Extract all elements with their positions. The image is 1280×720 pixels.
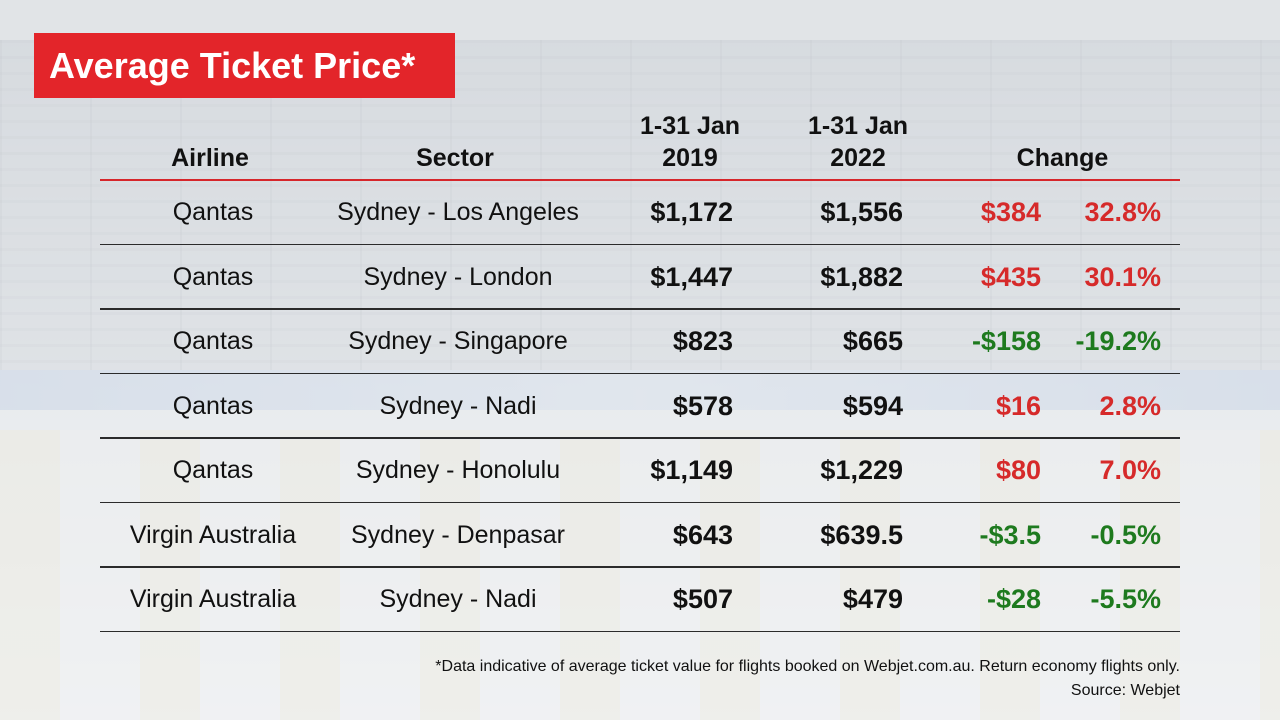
airline-cell: Qantas <box>172 391 254 420</box>
change-amount-cell: $16 <box>995 390 1041 421</box>
change-amount-cell: -$28 <box>986 584 1041 614</box>
row-divider <box>100 437 1180 439</box>
change-amount-cell: $384 <box>980 197 1041 227</box>
header-2022: 1-31 Jan 2022 <box>788 110 928 174</box>
row-divider <box>100 501 1180 503</box>
price-2022-cell: $1,556 <box>820 197 903 227</box>
header-2019: 1-31 Jan 2019 <box>620 110 760 174</box>
airline-cell: Qantas <box>172 327 254 355</box>
row-divider <box>100 630 1180 632</box>
change-percent-cell: -0.5% <box>1090 519 1161 550</box>
header-sector: Sector <box>416 144 494 172</box>
sector-cell: Sydney - London <box>363 262 553 291</box>
sector-cell: Sydney - Nadi <box>379 391 537 420</box>
price-2022-cell: $665 <box>842 326 903 356</box>
header-airline: Airline <box>171 144 249 172</box>
source-credit: Source: Webjet <box>1070 682 1180 699</box>
price-2022-cell: $639.5 <box>820 519 903 550</box>
airline-cell: Qantas <box>172 456 254 484</box>
row-divider <box>100 372 1180 374</box>
price-2022-cell: $1,229 <box>820 455 903 485</box>
chart-title: Average Ticket Price* <box>34 33 455 98</box>
header-2022-line2: 2022 <box>830 144 886 172</box>
change-percent-cell: -5.5% <box>1090 584 1161 614</box>
price-2019-cell: $823 <box>672 326 733 356</box>
change-amount-cell: -$3.5 <box>979 519 1041 550</box>
header-2022-line1: 1-31 Jan <box>807 112 909 140</box>
airline-cell: Qantas <box>172 198 254 226</box>
price-2019-cell: $507 <box>672 584 733 614</box>
row-divider <box>100 243 1180 245</box>
sector-cell: Sydney - Singapore <box>348 327 568 355</box>
airline-cell: Qantas <box>172 262 254 291</box>
change-percent-cell: 7.0% <box>1099 455 1161 485</box>
change-amount-cell: $435 <box>980 261 1041 292</box>
price-2022-cell: $1,882 <box>820 261 903 292</box>
change-amount-cell: $80 <box>995 455 1041 485</box>
change-percent-cell: 2.8% <box>1099 390 1161 421</box>
price-2019-cell: $1,172 <box>650 197 733 227</box>
row-divider <box>100 566 1180 568</box>
sector-cell: Sydney - Denpasar <box>350 520 565 549</box>
change-percent-cell: 30.1% <box>1084 261 1161 292</box>
sector-cell: Sydney - Honolulu <box>355 456 561 484</box>
change-percent-cell: 32.8% <box>1084 197 1161 227</box>
price-2022-cell: $479 <box>842 584 903 614</box>
header-2019-line1: 1-31 Jan <box>639 112 741 140</box>
change-amount-cell: -$158 <box>971 326 1041 356</box>
change-percent-cell: -19.2% <box>1075 326 1161 356</box>
airline-cell: Virgin Australia <box>129 585 297 613</box>
price-2019-cell: $578 <box>672 390 733 421</box>
sector-cell: Sydney - Los Angeles <box>337 198 579 226</box>
header-rule <box>100 179 1180 181</box>
price-2019-cell: $643 <box>672 519 733 550</box>
sector-cell: Sydney - Nadi <box>379 585 537 613</box>
price-2019-cell: $1,149 <box>650 455 733 485</box>
price-2019-cell: $1,447 <box>650 261 733 292</box>
header-change: Change <box>1016 144 1109 172</box>
airline-cell: Virgin Australia <box>129 520 297 549</box>
footnote: *Data indicative of average ticket value… <box>435 658 1180 675</box>
row-divider <box>100 308 1180 310</box>
header-2019-line2: 2019 <box>662 144 718 172</box>
price-2022-cell: $594 <box>842 390 903 421</box>
